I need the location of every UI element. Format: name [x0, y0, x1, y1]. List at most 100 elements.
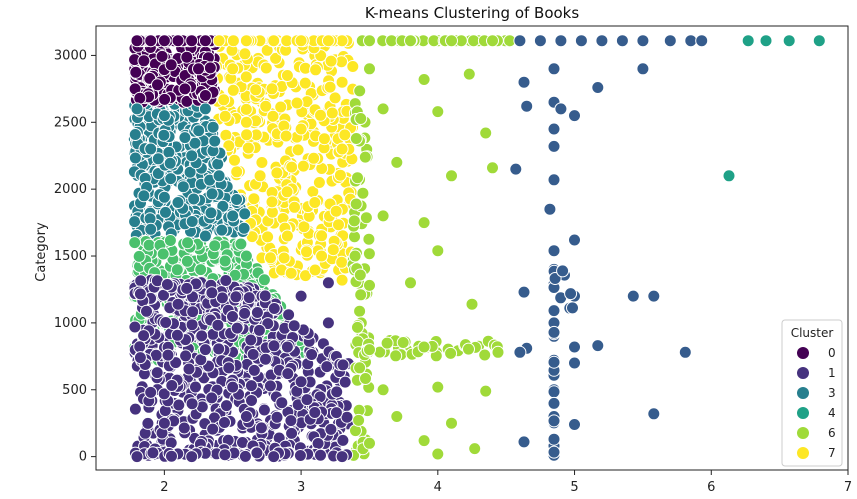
cluster-1-point: [250, 446, 264, 460]
cluster-7-point: [264, 251, 277, 265]
cluster-1-point: [244, 379, 258, 393]
cluster-7-point: [314, 108, 327, 122]
cluster-7-point: [279, 129, 293, 143]
cluster-5-point: [695, 34, 709, 48]
cluster-4-point: [741, 34, 755, 48]
cluster-3-point: [176, 180, 190, 194]
cluster-7-point: [226, 62, 240, 76]
cluster-3-point: [208, 134, 222, 148]
cluster-5-point: [517, 435, 531, 449]
cluster-6-point: [431, 447, 445, 461]
cluster-6-point: [363, 278, 376, 292]
cluster-5-point: [595, 34, 609, 48]
cluster-6-point: [376, 209, 390, 223]
cluster-7-point: [333, 168, 347, 182]
cluster-2-point: [128, 236, 142, 250]
cluster-1-point: [250, 306, 264, 319]
cluster-7-point: [299, 269, 312, 283]
cluster-7-point: [307, 151, 321, 165]
cluster-5-point: [547, 432, 561, 446]
cluster-7-point: [280, 69, 294, 82]
cluster-6-point: [431, 244, 445, 258]
cluster-5-point: [547, 139, 561, 153]
cluster-7-point: [241, 141, 255, 155]
cluster-6-point: [462, 67, 476, 81]
cluster-7-point: [228, 153, 241, 167]
cluster-7-point: [239, 70, 253, 84]
cluster-1-point: [144, 385, 158, 399]
cluster-6-point: [363, 343, 376, 357]
x-axis: 2 3 4 5 6 7: [160, 470, 852, 495]
cluster-0-point: [180, 50, 194, 64]
cluster-7-point: [346, 60, 360, 73]
x-tick-label: 7: [844, 480, 852, 495]
cluster-3-point: [137, 189, 151, 203]
cluster-1-point: [263, 379, 277, 393]
cluster-1-point: [140, 304, 153, 318]
cluster-7-point: [230, 165, 244, 179]
cluster-6-point: [417, 340, 431, 354]
cluster-7-point: [265, 82, 279, 96]
cluster-7-point: [315, 249, 329, 263]
legend-marker-0: [797, 347, 809, 359]
cluster-7-point: [226, 83, 240, 97]
cluster-2-point: [239, 249, 253, 263]
cluster-2-point: [170, 263, 184, 277]
cluster-5-point: [566, 301, 579, 315]
cluster-1-point: [157, 387, 171, 401]
cluster-3-point: [178, 131, 192, 145]
cluster-0-point: [155, 49, 169, 63]
cluster-0-point: [198, 34, 212, 48]
y-tick-label: 2000: [54, 182, 87, 197]
cluster-6-point: [445, 34, 458, 48]
cluster-7-point: [325, 106, 339, 120]
cluster-7-point: [332, 218, 345, 232]
cluster-3-point: [128, 215, 142, 229]
cluster-7-point: [315, 229, 329, 243]
cluster-7-point: [259, 61, 273, 75]
cluster-1-point: [137, 329, 151, 343]
cluster-4-point: [759, 34, 773, 48]
cluster-5-point: [647, 407, 661, 421]
cluster-1-point: [259, 352, 272, 366]
cluster-1-point: [335, 450, 349, 464]
cluster-3-point: [183, 165, 197, 179]
cluster-3-point: [185, 215, 199, 228]
cluster-3-point: [237, 221, 251, 235]
cluster-6-point: [390, 155, 404, 169]
cluster-5-point: [513, 345, 527, 359]
cluster-3-point: [226, 209, 240, 223]
cluster-1-point: [257, 403, 271, 417]
cluster-7-point: [294, 122, 308, 136]
cluster-1-point: [261, 317, 275, 331]
cluster-1-point: [141, 416, 155, 430]
cluster-3-point: [211, 157, 225, 171]
cluster-7-point: [265, 195, 279, 209]
cluster-1-point: [242, 291, 256, 305]
cluster-7-point: [288, 200, 301, 214]
legend-label-7: 7: [828, 446, 836, 460]
cluster-1-point: [189, 380, 202, 394]
cluster-2-point: [194, 263, 208, 277]
y-axis-label: Category: [34, 222, 49, 282]
legend-label-0: 0: [828, 346, 836, 360]
cluster-6-point: [396, 336, 410, 349]
cluster-1-point: [219, 274, 233, 287]
cluster-6-point: [479, 126, 493, 140]
cluster-6-point: [417, 216, 431, 230]
cluster-3-point: [192, 124, 206, 138]
cluster-3-point: [128, 151, 142, 165]
legend-title: Cluster: [791, 326, 834, 340]
cluster-1-point: [270, 410, 284, 424]
cluster-6-point: [352, 413, 366, 427]
cluster-7-point: [270, 166, 284, 180]
cluster-1-point: [195, 329, 209, 343]
cluster-1-point: [177, 421, 191, 435]
cluster-5-point: [547, 122, 561, 136]
cluster-1-point: [212, 342, 226, 356]
cluster-6-point: [351, 335, 365, 349]
cluster-3-point: [157, 109, 171, 123]
cluster-4-point: [722, 169, 736, 183]
legend: Cluster 0 1 3 4 6 7: [781, 319, 843, 467]
